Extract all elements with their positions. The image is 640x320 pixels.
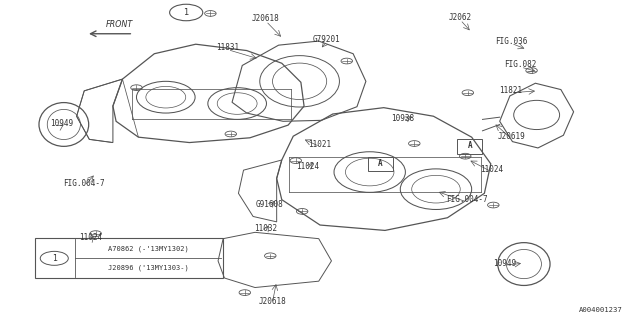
Text: FIG.082: FIG.082 <box>504 60 537 69</box>
Text: G91608: G91608 <box>255 200 283 209</box>
Text: 11831: 11831 <box>216 43 239 52</box>
Text: A: A <box>467 141 472 150</box>
Text: 11024: 11024 <box>296 162 319 171</box>
Text: 10949: 10949 <box>493 259 516 268</box>
Text: J20618: J20618 <box>252 14 280 23</box>
Text: A004001237: A004001237 <box>579 307 623 313</box>
Text: FIG.004-7: FIG.004-7 <box>63 179 105 188</box>
Text: FRONT: FRONT <box>106 20 133 29</box>
Text: J20618: J20618 <box>259 297 286 306</box>
Text: A70862 (-'13MY1302): A70862 (-'13MY1302) <box>108 246 188 252</box>
Text: 11024: 11024 <box>481 165 504 174</box>
Text: J2062: J2062 <box>449 13 472 22</box>
Text: 10938: 10938 <box>391 114 415 123</box>
Text: 11024: 11024 <box>79 233 102 242</box>
Text: 11821: 11821 <box>500 86 523 95</box>
Text: FIG.004-7: FIG.004-7 <box>445 195 488 204</box>
Text: J20619: J20619 <box>497 132 525 141</box>
Text: G79201: G79201 <box>312 35 340 44</box>
Text: FIG.036: FIG.036 <box>495 36 527 45</box>
Text: 11021: 11021 <box>308 140 332 148</box>
Text: 1: 1 <box>52 254 57 263</box>
Text: J20896 ('13MY1303-): J20896 ('13MY1303-) <box>108 264 188 271</box>
Text: 11032: 11032 <box>254 224 277 233</box>
Text: A: A <box>378 159 383 168</box>
Text: 1: 1 <box>184 8 189 17</box>
Text: 10949: 10949 <box>51 119 74 128</box>
